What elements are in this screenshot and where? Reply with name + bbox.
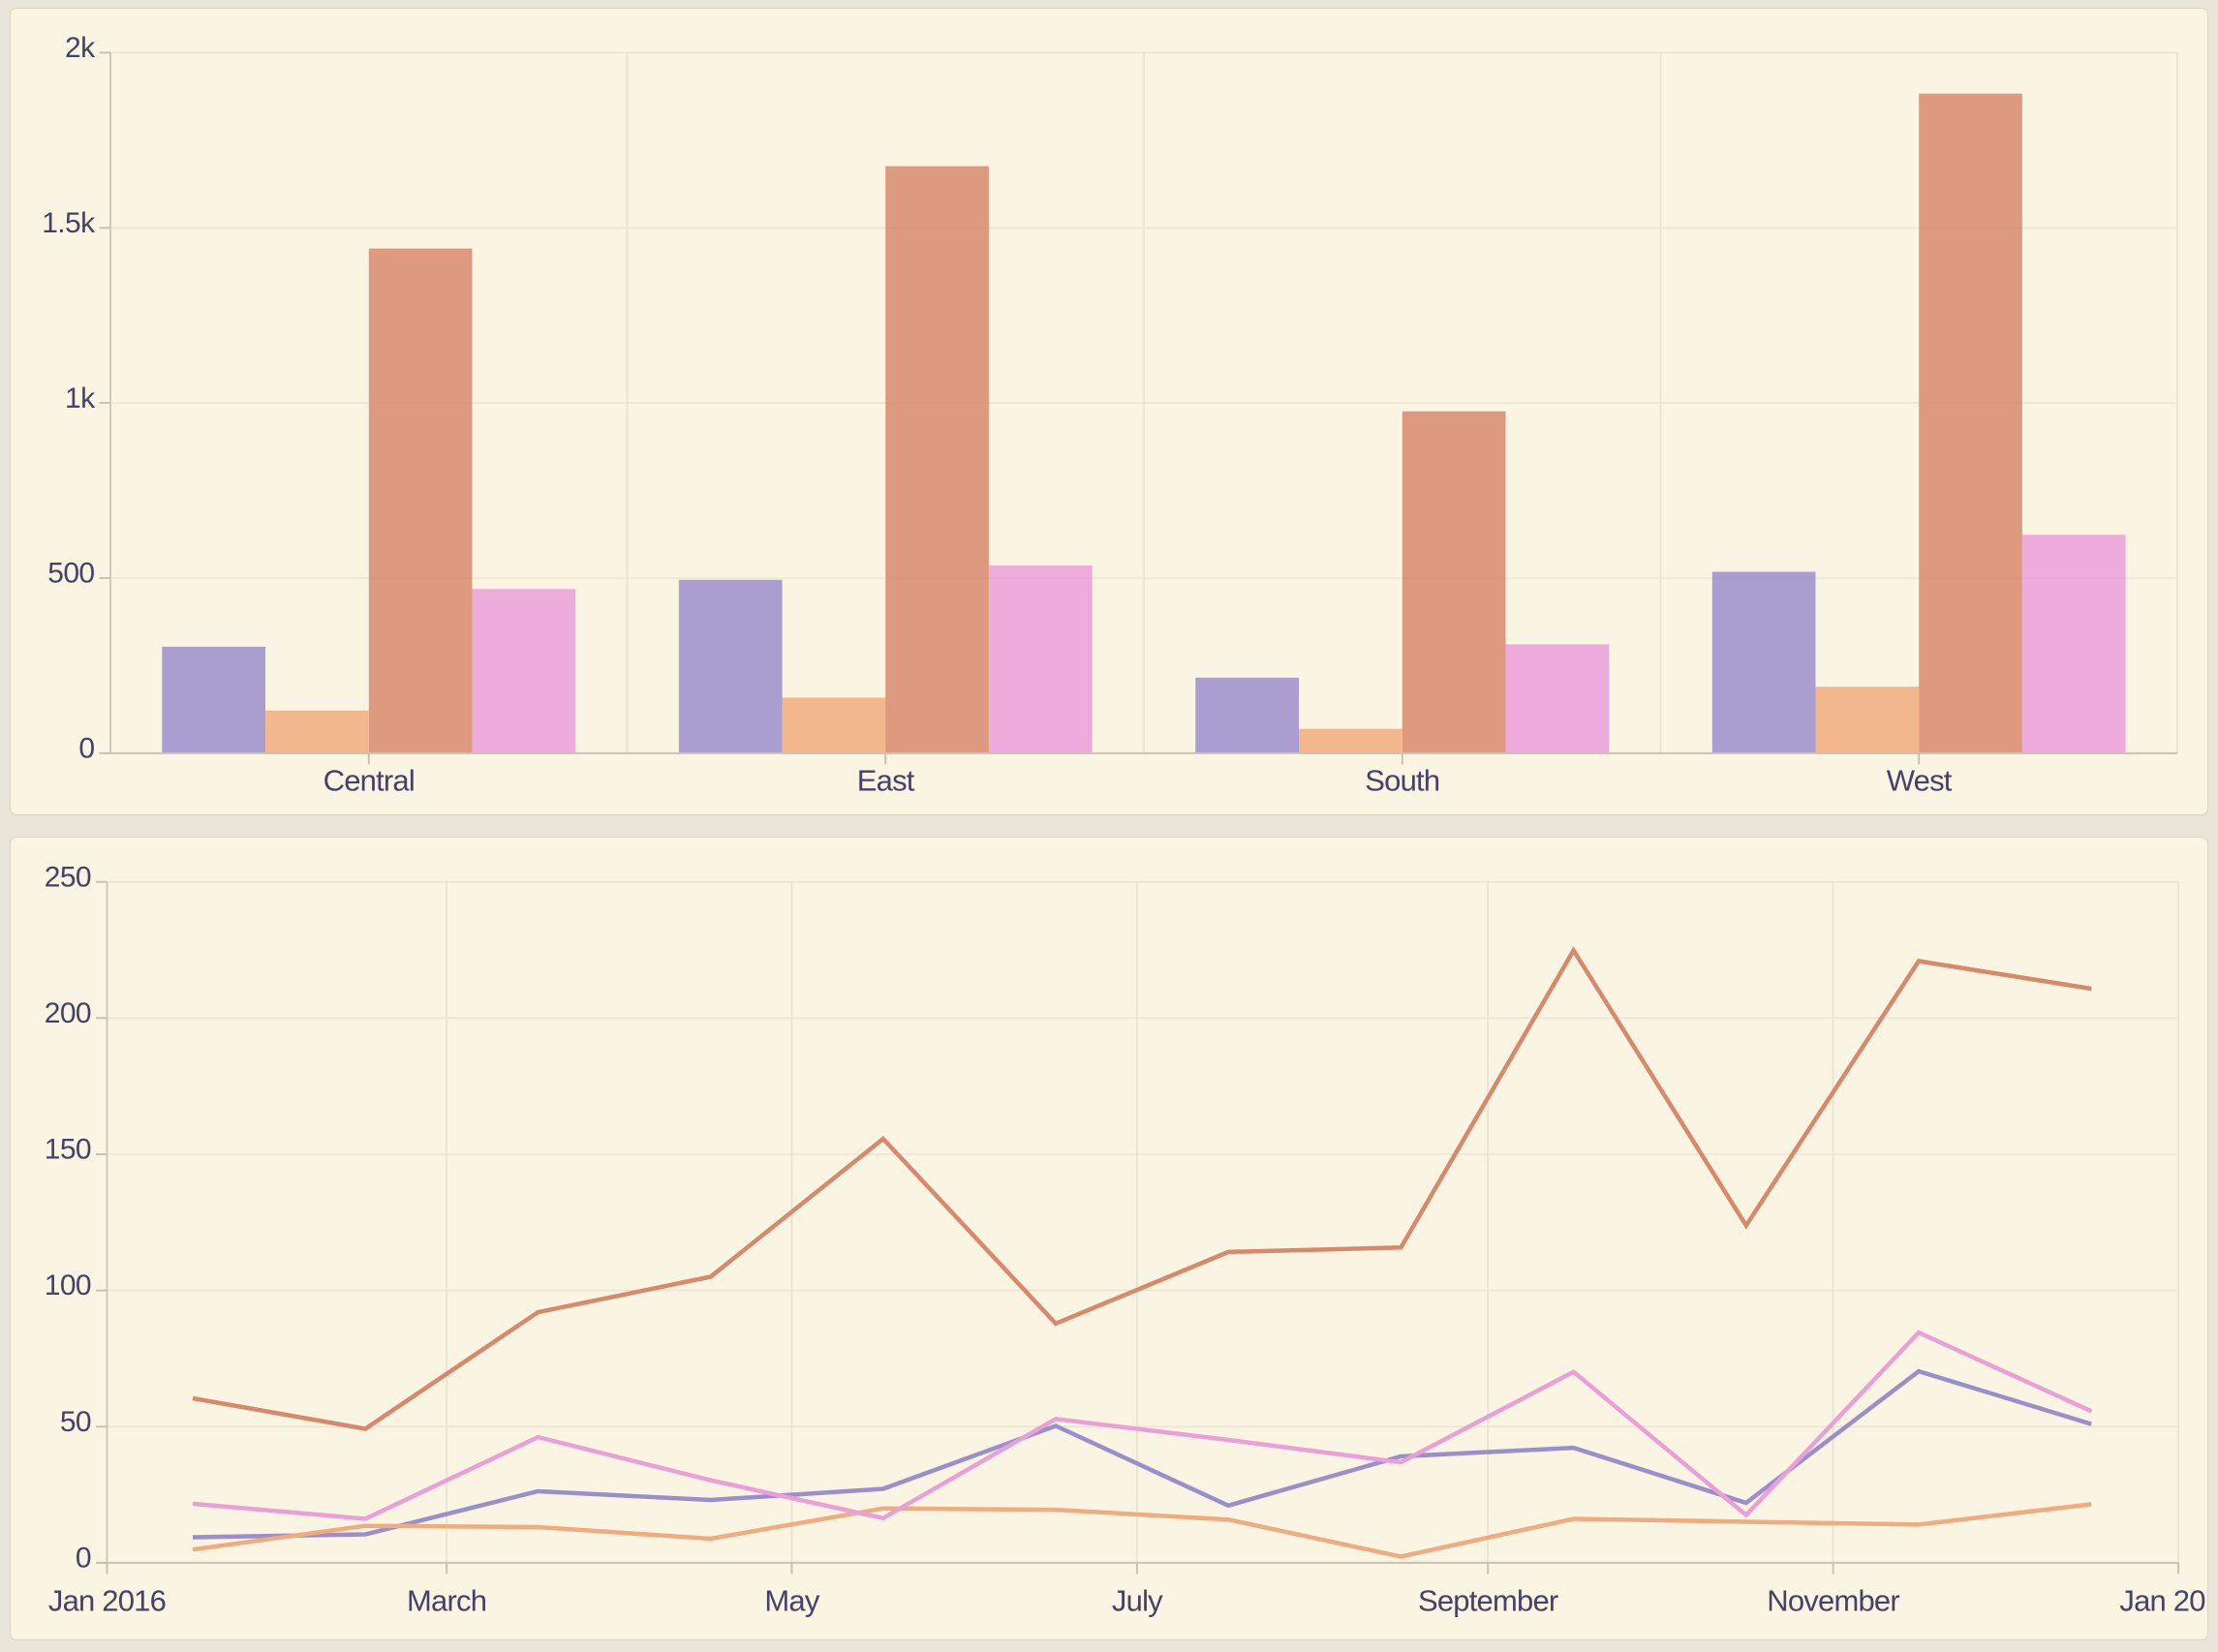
svg-text:September: September	[1418, 1584, 1558, 1618]
svg-text:50: 50	[60, 1406, 91, 1438]
svg-text:March: March	[407, 1584, 486, 1618]
svg-text:1.5k: 1.5k	[42, 207, 96, 239]
svg-text:0: 0	[78, 733, 94, 765]
svg-text:Central: Central	[323, 764, 415, 798]
svg-text:May: May	[764, 1584, 819, 1618]
svg-text:250: 250	[45, 861, 91, 893]
svg-text:0: 0	[76, 1543, 91, 1575]
svg-text:Jan 2016: Jan 2016	[48, 1584, 166, 1618]
svg-text:500: 500	[47, 558, 94, 590]
svg-text:South: South	[1365, 764, 1439, 798]
svg-text:November: November	[1767, 1584, 1899, 1618]
svg-text:200: 200	[45, 997, 91, 1029]
svg-text:July: July	[1112, 1584, 1163, 1618]
svg-text:150: 150	[45, 1134, 91, 1166]
svg-text:East: East	[857, 764, 915, 798]
svg-text:West: West	[1887, 764, 1953, 798]
svg-text:2k: 2k	[65, 32, 96, 64]
svg-text:100: 100	[45, 1270, 91, 1301]
svg-text:Jan 2017: Jan 2017	[2119, 1584, 2208, 1618]
svg-text:1k: 1k	[65, 382, 96, 414]
